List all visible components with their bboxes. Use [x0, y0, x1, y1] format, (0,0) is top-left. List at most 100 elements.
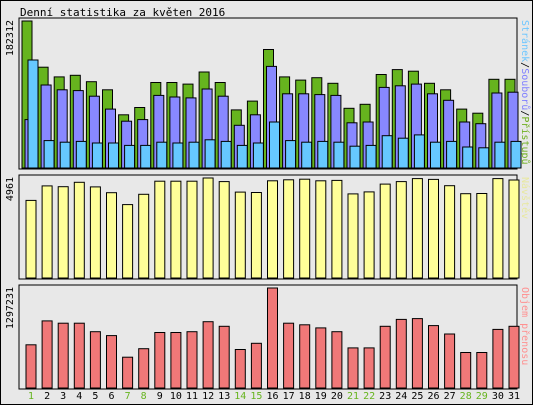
bar-bot-objem-přenosu-11 — [186, 331, 198, 389]
x-tick-label: 12 — [202, 391, 214, 402]
x-tick-label: 3 — [60, 391, 66, 402]
bar-mid-návštěv-25 — [411, 178, 423, 279]
bar-top-stránek-6 — [108, 142, 119, 169]
x-tick-label: 16 — [266, 391, 278, 402]
x-tick-label: 24 — [395, 391, 407, 402]
x-tick-label: 17 — [283, 391, 295, 402]
bar-mid-návštěv-21 — [347, 193, 359, 279]
bar-mid-návštěv-28 — [460, 193, 472, 279]
bar-top-stránek-9 — [156, 141, 168, 169]
x-tick-label: 1 — [28, 391, 34, 402]
x-tick-label: 26 — [427, 391, 439, 402]
bar-bot-objem-přenosu-26 — [428, 325, 439, 389]
bar-bot-objem-přenosu-15 — [250, 342, 262, 389]
bar-bot-objem-přenosu-22 — [363, 347, 375, 389]
bar-mid-návštěv-23 — [379, 183, 391, 279]
bar-mid-návštěv-1 — [25, 199, 37, 279]
x-tick-label: 30 — [492, 391, 504, 402]
bar-mid-návštěv-30 — [492, 178, 504, 279]
panel-max-label-top: 182312 — [5, 20, 16, 56]
bar-mid-návštěv-29 — [476, 193, 488, 279]
bar-top-stránek-7 — [124, 144, 136, 169]
x-tick-label: 9 — [157, 391, 163, 402]
bar-top-stránek-1 — [27, 59, 39, 169]
x-tick-label: 29 — [476, 391, 488, 402]
bar-mid-návštěv-3 — [57, 186, 69, 279]
bar-mid-návštěv-18 — [299, 178, 311, 279]
x-tick-label: 10 — [170, 391, 182, 402]
x-tick-label: 13 — [218, 391, 230, 402]
bar-mid-návštěv-17 — [283, 179, 295, 279]
bar-bot-objem-přenosu-17 — [283, 322, 295, 389]
x-tick-label: 2 — [44, 391, 50, 402]
x-tick-label: 7 — [125, 391, 131, 402]
bar-mid-návštěv-12 — [202, 177, 214, 279]
bar-bot-objem-přenosu-30 — [492, 328, 504, 389]
bar-bot-objem-přenosu-14 — [234, 349, 246, 389]
x-tick-label: 6 — [108, 391, 114, 402]
series-label-part: Návštěv — [519, 177, 531, 219]
bar-top-stránek-25 — [413, 134, 425, 169]
bar-mid-návštěv-4 — [73, 181, 85, 279]
bar-top-stránek-19 — [317, 140, 329, 169]
bar-top-stránek-17 — [285, 140, 297, 169]
bar-top-stránek-30 — [494, 141, 506, 169]
x-tick-label: 14 — [234, 391, 246, 402]
bar-top-stránek-14 — [236, 144, 248, 169]
bar-bot-objem-přenosu-20 — [331, 331, 343, 389]
x-tick-label: 11 — [186, 391, 198, 402]
panel-max-label-mid: 4961 — [5, 177, 16, 201]
bar-top-stránek-16 — [269, 121, 280, 169]
bar-top-stránek-27 — [446, 140, 458, 169]
x-tick-label: 23 — [379, 391, 391, 402]
bar-mid-návštěv-10 — [170, 180, 182, 279]
series-label-part: Objem přenosu — [519, 287, 531, 365]
x-tick-label: 25 — [411, 391, 423, 402]
bar-bot-objem-přenosu-10 — [170, 332, 182, 389]
bar-top-stránek-23 — [381, 135, 393, 169]
bar-top-stránek-13 — [220, 140, 232, 169]
bar-top-stránek-3 — [59, 141, 71, 169]
bar-mid-návštěv-6 — [106, 192, 117, 279]
x-tick-label: 4 — [76, 391, 82, 402]
bar-top-stránek-4 — [75, 140, 87, 169]
bar-top-stránek-31 — [510, 140, 522, 169]
bar-bot-objem-přenosu-24 — [395, 318, 407, 389]
series-label-part: Přístupů — [519, 116, 531, 164]
bar-bot-objem-přenosu-6 — [106, 335, 117, 389]
bar-mid-návštěv-31 — [508, 179, 520, 279]
series-label-part: Souborů — [519, 68, 531, 110]
bar-bot-objem-přenosu-29 — [476, 352, 488, 389]
bar-top-stránek-8 — [140, 144, 152, 169]
bar-top-stránek-22 — [365, 144, 377, 169]
bar-top-stránek-5 — [91, 142, 103, 169]
bar-top-stránek-20 — [333, 141, 345, 169]
bar-bot-objem-přenosu-5 — [89, 331, 101, 389]
bar-bot-objem-přenosu-28 — [460, 352, 472, 389]
bar-top-stránek-10 — [172, 142, 184, 169]
x-tick-label: 19 — [315, 391, 327, 402]
bar-bot-objem-přenosu-7 — [122, 356, 134, 389]
panel-series-label-mid: Návštěv — [519, 177, 531, 219]
bar-mid-návštěv-5 — [89, 186, 101, 279]
bar-mid-návštěv-7 — [122, 204, 134, 279]
panel-max-label-bot: 1297231 — [5, 287, 16, 329]
bar-mid-návštěv-9 — [154, 180, 166, 279]
bar-top-stránek-28 — [462, 146, 474, 169]
bar-mid-návštěv-20 — [331, 179, 343, 279]
bar-mid-návštěv-26 — [428, 178, 439, 279]
bar-top-stránek-21 — [349, 145, 361, 169]
x-tick-label: 8 — [141, 391, 147, 402]
panel-series-label-top: Stránek/Souborů/Přístupů — [519, 20, 531, 165]
bar-bot-objem-přenosu-19 — [315, 327, 327, 389]
bar-bot-objem-přenosu-1 — [25, 344, 37, 389]
bar-bot-objem-přenosu-16 — [267, 287, 278, 389]
bar-bot-objem-přenosu-27 — [444, 333, 456, 389]
bar-bot-objem-přenosu-3 — [57, 322, 69, 389]
bar-mid-návštěv-24 — [395, 181, 407, 279]
bar-mid-návštěv-27 — [444, 185, 456, 279]
bar-mid-návštěv-22 — [363, 191, 375, 279]
bar-top-stránek-2 — [43, 140, 55, 169]
